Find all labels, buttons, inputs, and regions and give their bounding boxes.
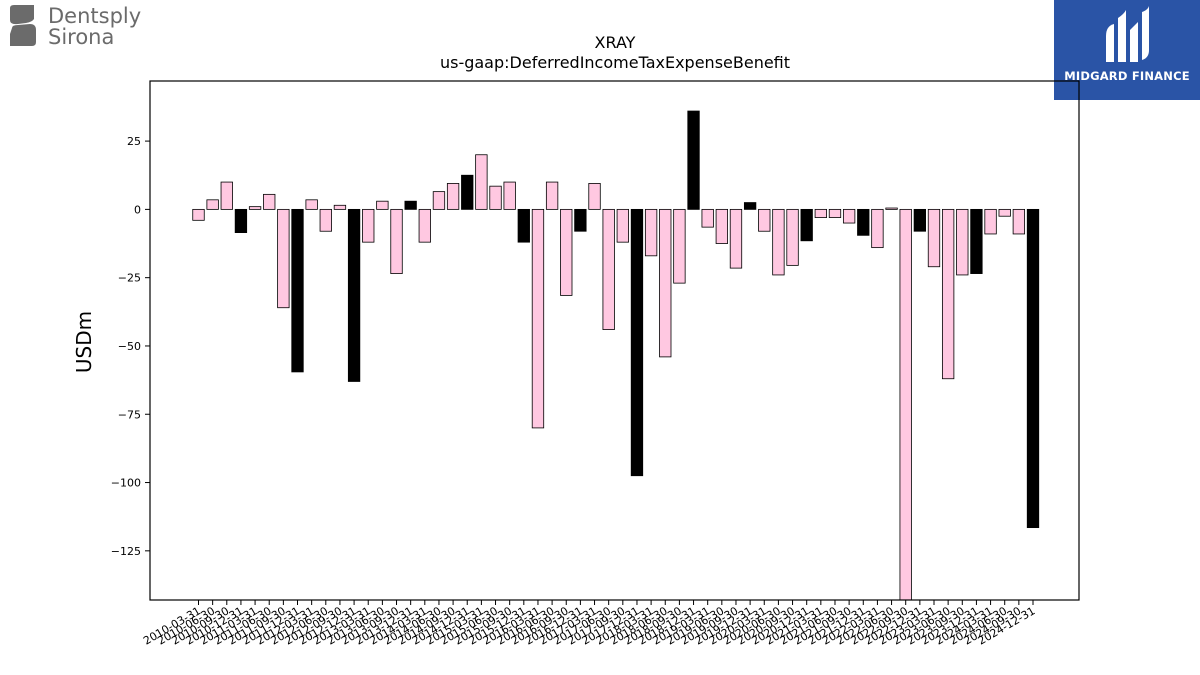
y-tick-label: −100 xyxy=(111,477,141,490)
bar-2010-12-31 xyxy=(234,208,248,234)
logo-line-2: Sirona xyxy=(48,25,115,49)
bar-2021-06-30 xyxy=(828,208,842,218)
dentsply-sirona-logo: Dentsply Sirona xyxy=(6,4,166,48)
bar-2022-09-30 xyxy=(899,208,912,601)
bar-2017-06-30 xyxy=(602,208,615,330)
bar-2016-06-30 xyxy=(545,181,559,210)
bar-2021-12-31 xyxy=(857,208,870,236)
bar-2020-09-30 xyxy=(786,208,799,266)
bar-2012-03-31 xyxy=(305,199,318,210)
bar-2016-09-30 xyxy=(560,208,573,296)
bar-2018-12-31 xyxy=(687,110,700,210)
midgard-finance-logo: MIDGARD FINANCE xyxy=(1054,0,1200,100)
y-tick-label: 0 xyxy=(134,203,141,216)
bar-2016-03-31 xyxy=(531,208,545,429)
bar-2010-03-31 xyxy=(192,208,205,221)
bar-2015-06-30 xyxy=(489,185,502,210)
y-tick-label: 25 xyxy=(127,135,141,148)
bar-2012-09-30 xyxy=(333,204,347,210)
plot-frame xyxy=(149,80,1080,601)
bar-2011-09-30 xyxy=(277,208,290,309)
bar-2020-12-31 xyxy=(800,208,813,242)
bar-2011-12-31 xyxy=(291,208,304,373)
bar-2017-09-30 xyxy=(616,208,629,243)
bar-2014-12-31 xyxy=(461,174,474,210)
bar-2014-06-30 xyxy=(432,191,446,210)
bar-2024-06-30 xyxy=(998,208,1011,217)
bar-2017-12-31 xyxy=(630,208,644,477)
bar-2023-06-30 xyxy=(941,208,955,380)
bar-2021-09-30 xyxy=(842,208,856,224)
bar-2024-03-31 xyxy=(984,208,997,235)
midgard-finance-wordmark: MIDGARD FINANCE xyxy=(1064,69,1190,83)
y-axis-label: USDm xyxy=(72,311,96,373)
dentsply-sirona-wordmark: Dentsply Sirona xyxy=(48,6,141,48)
y-tick-label: −125 xyxy=(111,545,141,558)
y-ticks-group: 25 0 −25 −50 −75 −100 −125 xyxy=(111,135,150,558)
bar-2013-06-30 xyxy=(376,200,389,210)
bar-2015-12-31 xyxy=(517,208,530,243)
bar-2024-12-31 xyxy=(1026,208,1040,529)
bar-2011-06-30 xyxy=(263,193,276,210)
bars-group xyxy=(192,110,1040,601)
bar-2014-03-31 xyxy=(418,208,431,243)
y-tick-label: −75 xyxy=(118,408,141,421)
x-ticks-group: 2010-03-312010-06-302010-09-302010-12-31… xyxy=(141,600,1038,648)
bar-2020-06-30 xyxy=(772,208,785,276)
bar-2019-03-31 xyxy=(701,208,714,228)
bar-2013-09-30 xyxy=(390,208,403,274)
bar-2020-03-31 xyxy=(758,208,771,232)
bar-2023-12-31 xyxy=(970,208,983,274)
bar-2014-09-30 xyxy=(446,183,460,210)
bar-2019-09-30 xyxy=(729,208,743,269)
bar-2023-09-30 xyxy=(956,208,969,276)
bar-2017-03-31 xyxy=(588,183,601,210)
bar-2024-09-30 xyxy=(1012,208,1026,235)
y-tick-label: −50 xyxy=(118,340,141,353)
bar-2013-03-31 xyxy=(362,208,375,243)
bar-2022-12-31 xyxy=(913,208,926,232)
bar-2012-06-30 xyxy=(319,208,332,232)
bar-2022-06-30 xyxy=(885,207,898,210)
bar-2018-09-30 xyxy=(673,208,686,284)
chart-subtitle: us-gaap:DeferredIncomeTaxExpenseBenefit xyxy=(440,53,790,72)
bar-2010-09-30 xyxy=(220,181,233,210)
midgard-m-icon xyxy=(1106,6,1149,62)
bar-2023-03-31 xyxy=(927,208,941,268)
bar-2015-09-30 xyxy=(503,181,516,210)
bar-2015-03-31 xyxy=(475,154,488,210)
y-tick-label: −25 xyxy=(118,272,141,285)
bar-2012-12-31 xyxy=(347,208,361,382)
bar-2011-03-31 xyxy=(248,206,262,210)
bar-2013-12-31 xyxy=(404,200,417,210)
bar-2010-06-30 xyxy=(206,199,219,210)
chart-title: XRAY xyxy=(595,33,636,52)
bar-2019-06-30 xyxy=(715,208,728,244)
bar-2016-12-31 xyxy=(574,208,587,232)
bar-2021-03-31 xyxy=(814,208,827,218)
bar-2022-03-31 xyxy=(871,208,884,249)
bar-2018-06-30 xyxy=(659,208,672,358)
dentsply-s-icon xyxy=(10,5,36,46)
logo-line-1: Dentsply xyxy=(48,4,142,28)
bar-2018-03-31 xyxy=(644,208,658,257)
bar-2019-12-31 xyxy=(743,202,757,210)
